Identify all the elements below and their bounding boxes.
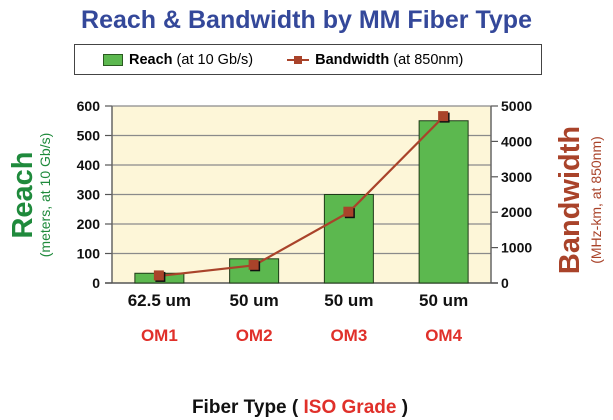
right-tick-label: 5000 — [501, 98, 532, 114]
bandwidth-marker — [343, 206, 354, 217]
left-tick-label: 200 — [77, 216, 101, 232]
bandwidth-marker — [248, 259, 259, 270]
legend-item-bandwidth: Bandwidth (at 850nm) — [287, 52, 463, 68]
left-axis-subtitle: (meters, at 10 Gb/s) — [37, 133, 53, 257]
x-axis-title: Fiber Type ( ISO Grade ) — [192, 397, 408, 418]
axes: 0 100 200 300 400 500 600 0 1000 2000 3000 4000 5000 — [77, 98, 533, 291]
left-tick-label: 0 — [92, 275, 100, 291]
left-tick-label: 300 — [77, 187, 101, 203]
legend-reach-label: Reach — [129, 51, 173, 68]
reach-bar — [418, 120, 469, 284]
right-tick-label: 3000 — [501, 169, 532, 185]
right-axis-title: Bandwidth — [554, 126, 586, 274]
left-axis-title: Reach — [7, 151, 39, 238]
bandwidth-line — [159, 115, 445, 278]
left-tick-label: 600 — [77, 98, 101, 114]
category-label: 50 um — [230, 291, 279, 310]
category-label: 50 um — [419, 291, 468, 310]
right-tick-label: 1000 — [501, 240, 532, 256]
right-tick-label: 2000 — [501, 204, 532, 220]
left-tick-label: 100 — [77, 246, 101, 262]
legend-item-reach: Reach (at 10 Gb/s) — [103, 52, 253, 68]
x-axis-title-close: ) — [396, 397, 408, 418]
x-axis-title-iso: ISO Grade — [304, 397, 397, 418]
chart-title: Reach & Bandwidth by MM Fiber Type — [81, 6, 532, 34]
category-label: 50 um — [324, 291, 373, 310]
right-tick-label: 4000 — [501, 133, 532, 149]
legend: Reach (at 10 Gb/s) Bandwidth (at 850nm) — [74, 44, 542, 75]
grade-label: OM2 — [236, 326, 273, 345]
bandwidth-marker — [153, 270, 164, 281]
right-axis-subtitle: (MHz-km, at 850nm) — [588, 136, 604, 264]
right-tick-label: 0 — [501, 275, 509, 291]
grade-label: OM4 — [425, 326, 462, 345]
bandwidth-marker — [438, 111, 449, 122]
left-tick-label: 500 — [77, 128, 101, 144]
grade-label: OM1 — [141, 326, 178, 345]
x-axis-title-main: Fiber Type ( — [192, 397, 304, 418]
grade-label: OM3 — [330, 326, 367, 345]
line-marker-swatch-icon — [287, 55, 310, 65]
left-tick-label: 400 — [77, 157, 101, 173]
series — [134, 111, 469, 284]
legend-bandwidth-detail: (at 850nm) — [389, 51, 464, 68]
legend-reach-detail: (at 10 Gb/s) — [172, 51, 254, 68]
legend-bandwidth-label: Bandwidth — [315, 51, 390, 68]
category-label: 62.5 um — [128, 291, 191, 310]
bar-swatch-icon — [103, 53, 123, 66]
